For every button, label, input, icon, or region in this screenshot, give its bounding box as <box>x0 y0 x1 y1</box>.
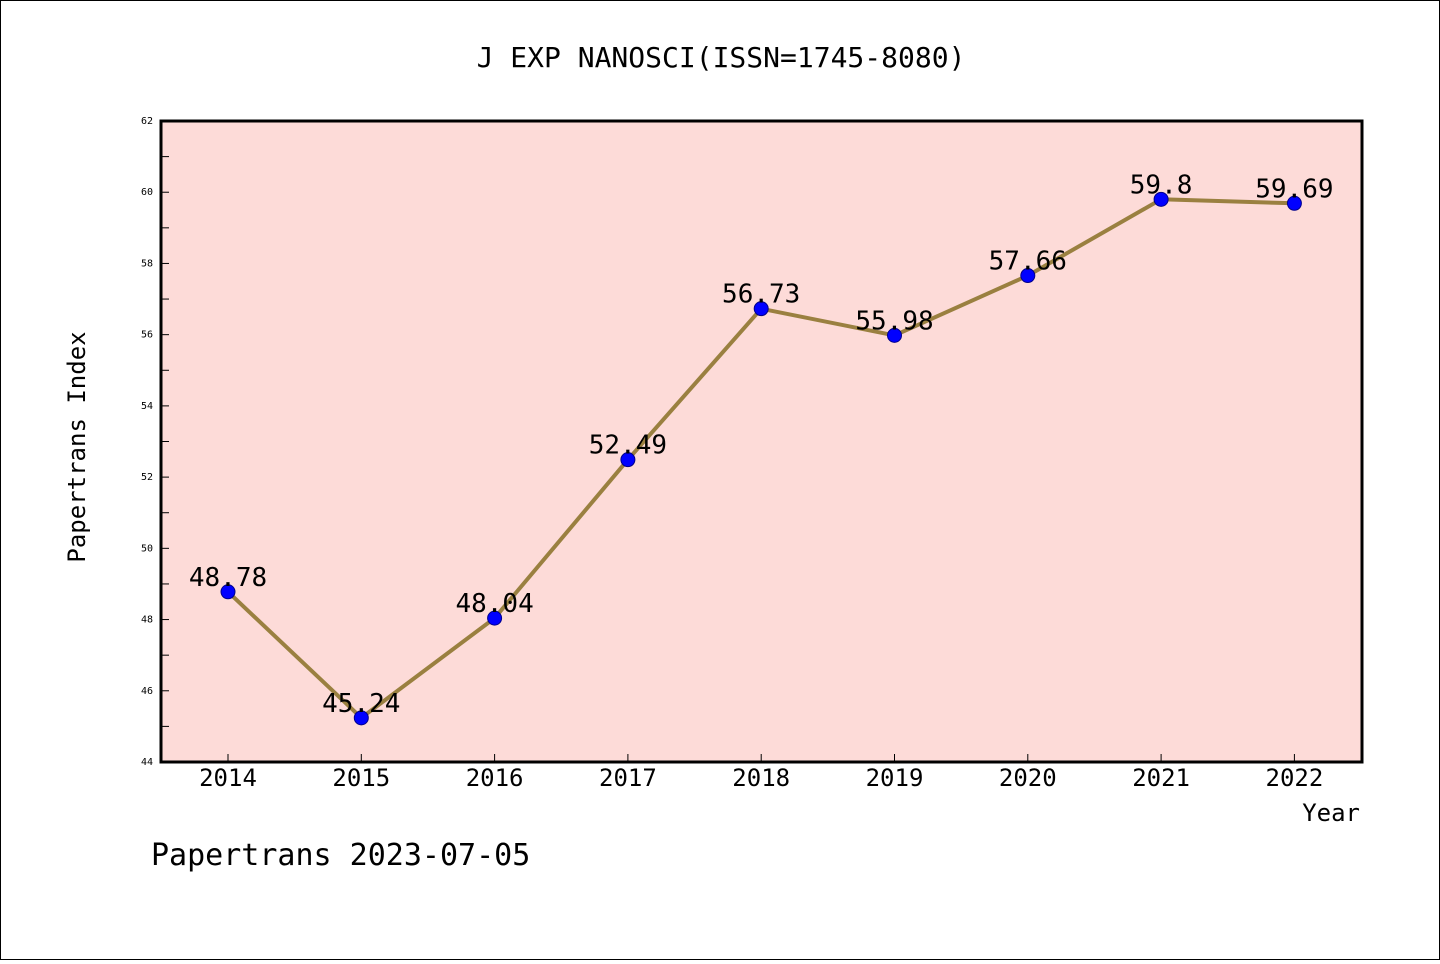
x-tick-label: 2019 <box>866 764 924 792</box>
x-tick-label: 2016 <box>466 764 524 792</box>
data-point <box>620 452 636 468</box>
x-axis-label: Year <box>1302 799 1360 827</box>
data-label: 59.8 <box>1130 170 1193 200</box>
data-point <box>1153 191 1169 207</box>
chart-title: J EXP NANOSCI(ISSN=1745-8080) <box>477 41 966 74</box>
x-tick-label: 2014 <box>199 764 257 792</box>
data-label: 52.49 <box>589 431 667 461</box>
data-label: 48.78 <box>189 563 267 593</box>
data-point <box>353 710 369 726</box>
y-tick-label: 52 <box>141 472 153 483</box>
y-tick-label: 58 <box>141 258 153 269</box>
data-point <box>1020 268 1036 284</box>
x-tick-label: 2021 <box>1132 764 1190 792</box>
x-tick-label: 2017 <box>599 764 657 792</box>
data-label: 56.73 <box>722 280 800 310</box>
x-tick-label: 2018 <box>732 764 790 792</box>
data-point <box>753 301 769 317</box>
y-axis: 44 46 48 50 52 54 56 58 60 62 <box>141 116 169 768</box>
y-axis-label: Papertrans Index <box>63 331 91 562</box>
data-point <box>220 584 236 600</box>
x-tick-label: 2015 <box>332 764 390 792</box>
data-point <box>1286 195 1302 211</box>
y-tick-label: 62 <box>141 116 153 127</box>
x-axis: 2014 2015 2016 2017 2018 2019 2020 2021 2022 <box>199 754 1323 792</box>
data-point <box>887 327 902 343</box>
data-label: 57.66 <box>989 247 1067 277</box>
plot-border <box>159 119 1364 764</box>
data-label: 48.04 <box>455 589 533 619</box>
data-points <box>220 191 1302 726</box>
y-tick-label: 44 <box>141 757 153 768</box>
y-tick-label: 46 <box>141 686 153 697</box>
y-tick-label: 48 <box>141 615 153 626</box>
data-point <box>487 610 503 626</box>
y-tick-label: 54 <box>141 401 153 412</box>
plot-area <box>161 121 1362 762</box>
x-tick-label: 2022 <box>1266 764 1324 792</box>
x-tick-label: 2020 <box>999 764 1057 792</box>
footer-note: Papertrans 2023-07-05 <box>151 838 530 873</box>
data-label: 45.24 <box>322 689 400 719</box>
data-labels: 48.78 45.24 48.04 52.49 56.73 55.98 57.66 59.8 5… <box>189 170 1334 718</box>
y-tick-label: 56 <box>141 330 153 341</box>
data-label: 55.98 <box>855 306 933 336</box>
y-tick-label: 50 <box>141 543 153 554</box>
data-label: 59.69 <box>1255 174 1333 204</box>
y-tick-label: 60 <box>141 187 153 198</box>
